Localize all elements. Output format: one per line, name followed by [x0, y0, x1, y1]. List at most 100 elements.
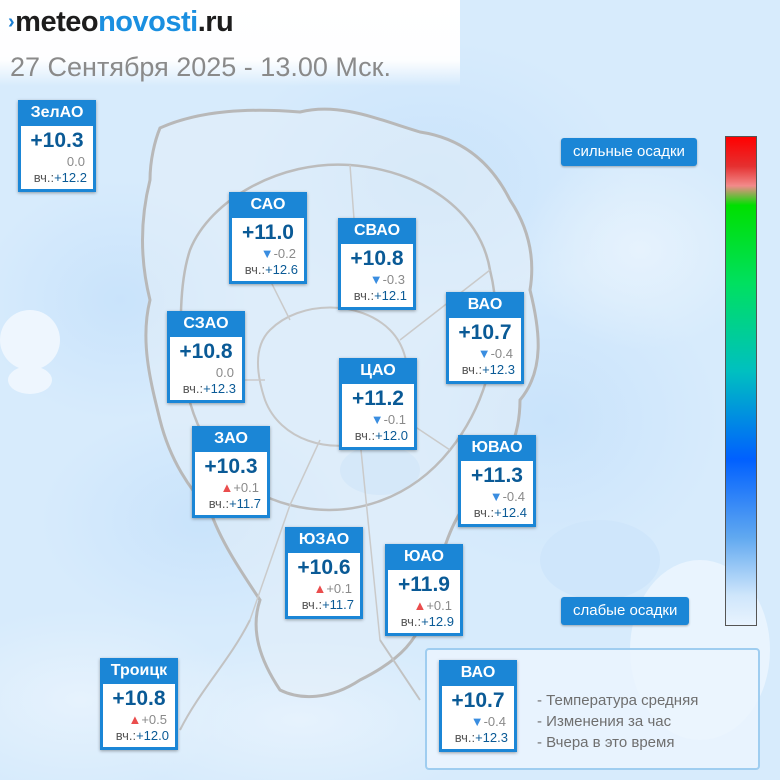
district-card[interactable]: САО +11.0 ▼-0.2 вч.:+12.6	[229, 192, 307, 284]
district-yesterday: +12.1	[374, 288, 407, 303]
legend-sample-yesterday: +12.3	[475, 730, 508, 745]
district-card[interactable]: ЮЗАО +10.6 ▲+0.1 вч.:+11.7	[285, 527, 363, 619]
district-change: 0.0	[215, 365, 234, 380]
legend-sample-change-row: ▼-0.4	[442, 714, 514, 729]
district-yesterday-row: вч.:+12.0	[103, 728, 175, 744]
district-yesterday: +12.0	[136, 728, 169, 743]
district-name: ЦАО	[339, 358, 417, 384]
precip-scale-bar	[725, 136, 757, 626]
yesterday-label: вч.:	[208, 496, 230, 511]
district-temp: +10.7	[458, 321, 512, 344]
district-card[interactable]: ЗелАО +10.3 0.0 вч.:+12.2	[18, 100, 96, 192]
district-change-row: ▼-0.3	[341, 272, 413, 287]
yesterday-label: вч.:	[244, 262, 266, 277]
district-yesterday-row: вч.:+11.7	[195, 496, 267, 512]
down-arrow-icon: ▼	[370, 412, 384, 427]
district-name: ВАО	[446, 292, 524, 318]
district-yesterday: +12.0	[375, 428, 408, 443]
district-change: -0.4	[502, 489, 525, 504]
yesterday-label: вч.:	[353, 288, 375, 303]
district-change-row: ▼-0.4	[449, 346, 521, 361]
district-name: САО	[229, 192, 307, 218]
legend-sample-yesterday-row: вч.:+12.3	[442, 730, 514, 746]
district-card[interactable]: ЗАО +10.3 ▲+0.1 вч.:+11.7	[192, 426, 270, 518]
yesterday-label: вч.:	[33, 170, 55, 185]
district-yesterday-row: вч.:+12.1	[341, 288, 413, 304]
district-change: -0.2	[273, 246, 296, 261]
district-change: +0.1	[326, 581, 352, 596]
district-yesterday: +12.6	[265, 262, 298, 277]
district-change-row: ▲+0.5	[103, 712, 175, 727]
district-card[interactable]: ВАО +10.7 ▼-0.4 вч.:+12.3	[446, 292, 524, 384]
district-temp: +11.0	[242, 221, 294, 244]
weak-precip-label: слабые осадки	[561, 597, 690, 625]
district-name: ЮАО	[385, 544, 463, 570]
yesterday-label: вч.:	[115, 728, 137, 743]
district-yesterday: +12.2	[54, 170, 87, 185]
district-card[interactable]: Троицк +10.8 ▲+0.5 вч.:+12.0	[100, 658, 178, 750]
down-arrow-icon: ▼	[369, 272, 383, 287]
logo-arrow-icon: ›	[8, 11, 15, 33]
district-change: +0.1	[233, 480, 259, 495]
yesterday-label: вч.:	[354, 428, 376, 443]
district-change-row: 0.0	[21, 154, 93, 169]
district-change-row: ▲+0.1	[388, 598, 460, 613]
legend-sample-change: -0.4	[483, 714, 506, 729]
logo-part-meteo: meteo	[15, 6, 99, 38]
district-yesterday-row: вч.:+12.3	[449, 362, 521, 378]
district-card[interactable]: ЮВАО +11.3 ▼-0.4 вч.:+12.4	[458, 435, 536, 527]
legend-line-change: - Изменения за час	[537, 713, 672, 730]
down-arrow-icon: ▼	[477, 346, 491, 361]
district-change-row: ▼-0.2	[232, 246, 304, 261]
district-temp: +10.8	[112, 687, 166, 710]
district-yesterday-row: вч.:+12.2	[21, 170, 93, 186]
district-change-row: ▲+0.1	[195, 480, 267, 495]
down-arrow-icon: ▼	[470, 714, 484, 729]
district-change: +0.1	[426, 598, 452, 613]
legend-line-yesterday: - Вчера в это время	[537, 734, 675, 751]
district-yesterday: +11.7	[229, 496, 261, 511]
legend-sample-temp: +10.7	[451, 689, 505, 712]
up-arrow-icon: ▲	[313, 581, 327, 596]
header: ›meteonovosti.ru 27 Сентября 2025 - 13.0…	[0, 0, 460, 86]
district-yesterday-row: вч.:+12.3	[170, 381, 242, 397]
up-arrow-icon: ▲	[128, 712, 142, 727]
district-yesterday: +11.7	[322, 597, 354, 612]
yesterday-label: вч.:	[461, 362, 483, 377]
district-change: +0.5	[141, 712, 167, 727]
up-arrow-icon: ▲	[413, 598, 427, 613]
district-yesterday: +12.9	[421, 614, 454, 629]
district-yesterday: +12.4	[494, 505, 527, 520]
district-change: -0.3	[382, 272, 405, 287]
district-temp: +10.8	[350, 247, 404, 270]
page-subtitle: 27 Сентября 2025 - 13.00 Мск.	[10, 52, 391, 82]
district-change: -0.4	[490, 346, 513, 361]
district-card[interactable]: ЮАО +11.9 ▲+0.1 вч.:+12.9	[385, 544, 463, 636]
district-change-row: ▼-0.4	[461, 489, 533, 504]
district-temp: +10.3	[204, 455, 258, 478]
up-arrow-icon: ▲	[220, 480, 234, 495]
district-card[interactable]: СВАО +10.8 ▼-0.3 вч.:+12.1	[338, 218, 416, 310]
district-name: СЗАО	[167, 311, 245, 337]
district-name: Троицк	[100, 658, 178, 684]
district-name: ЗелАО	[18, 100, 96, 126]
down-arrow-icon: ▼	[489, 489, 503, 504]
district-yesterday-row: вч.:+12.4	[461, 505, 533, 521]
district-card[interactable]: СЗАО +10.8 0.0 вч.:+12.3	[167, 311, 245, 403]
legend-sample-name: ВАО	[439, 660, 517, 686]
district-name: ЗАО	[192, 426, 270, 452]
yesterday-label: вч.:	[182, 381, 204, 396]
district-temp: +11.2	[352, 387, 404, 410]
legend-sample-card: ВАО +10.7 ▼-0.4 вч.:+12.3	[439, 660, 517, 752]
logo-part-novosti: novosti	[98, 6, 198, 38]
site-logo[interactable]: ›meteonovosti.ru	[8, 6, 234, 39]
legend-sample-yesterday-label: вч.:	[454, 730, 476, 745]
legend-box: ВАО +10.7 ▼-0.4 вч.:+12.3 - Температура …	[425, 648, 760, 770]
district-change-row: ▲+0.1	[288, 581, 360, 596]
district-yesterday-row: вч.:+12.0	[342, 428, 414, 444]
district-yesterday-row: вч.:+12.6	[232, 262, 304, 278]
logo-part-domain: .ru	[197, 6, 234, 38]
district-yesterday: +12.3	[482, 362, 515, 377]
down-arrow-icon: ▼	[260, 246, 274, 261]
district-card[interactable]: ЦАО +11.2 ▼-0.1 вч.:+12.0	[339, 358, 417, 450]
